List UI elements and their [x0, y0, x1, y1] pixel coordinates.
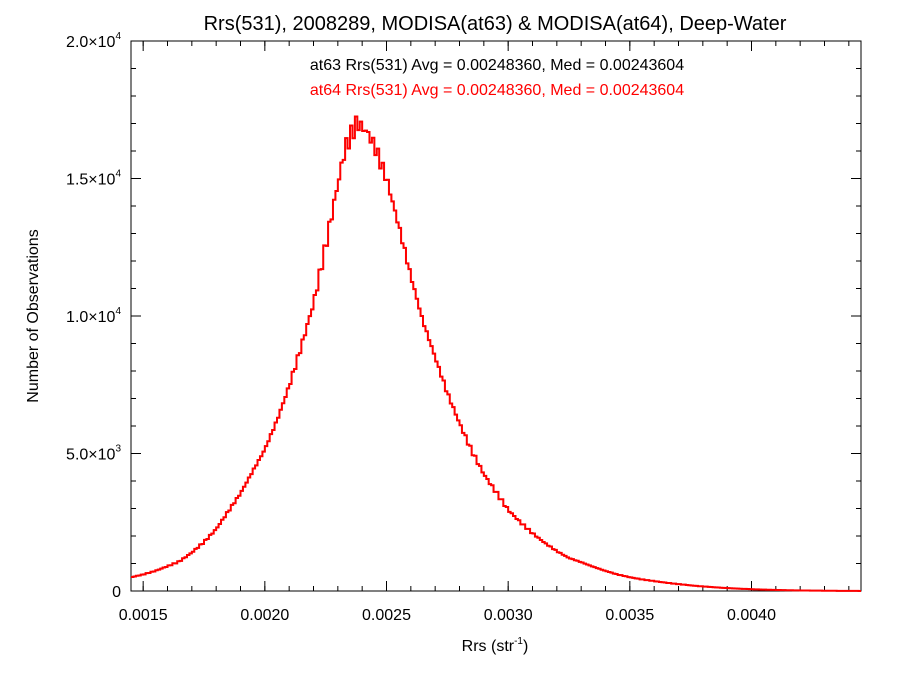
histogram-series-2 [131, 115, 861, 592]
y-tick-label: 1.5×104 [66, 169, 121, 189]
x-tick-label: 0.0035 [605, 607, 654, 624]
y-tick-label: 5.0×103 [66, 444, 121, 464]
annotation-1: at63 Rrs(531) Avg = 0.00248360, Med = 0.… [310, 57, 684, 74]
y-tick-labels: 0 5.0×103 1.0×104 1.5×104 2.0×104 [66, 31, 121, 601]
x-tick-labels: 0.0015 0.0020 0.0025 0.0030 0.0035 0.0040 [119, 607, 776, 624]
plot-frame [130, 40, 862, 592]
annotations: at63 Rrs(531) Avg = 0.00248360, Med = 0.… [310, 57, 684, 99]
x-tick-label: 0.0020 [240, 607, 289, 624]
axis-ticks [131, 40, 861, 592]
x-tick-label: 0.0040 [727, 607, 776, 624]
y-axis-label: Number of Observations [25, 229, 42, 402]
annotation-2: at64 Rrs(531) Avg = 0.00248360, Med = 0.… [310, 82, 684, 99]
y-tick-label: 2.0×104 [66, 31, 121, 51]
y-tick-label: 0 [112, 584, 121, 601]
x-tick-label: 0.0025 [362, 607, 411, 624]
x-tick-label: 0.0015 [119, 607, 168, 624]
histogram-series-1 [131, 115, 861, 592]
x-axis-label: Rrs (str-1) [462, 636, 529, 655]
series-group [131, 115, 861, 592]
y-tick-label: 1.0×104 [66, 306, 121, 326]
chart-title: Rrs(531), 2008289, MODISA(at63) & MODISA… [204, 13, 787, 35]
x-tick-label: 0.0030 [484, 607, 533, 624]
